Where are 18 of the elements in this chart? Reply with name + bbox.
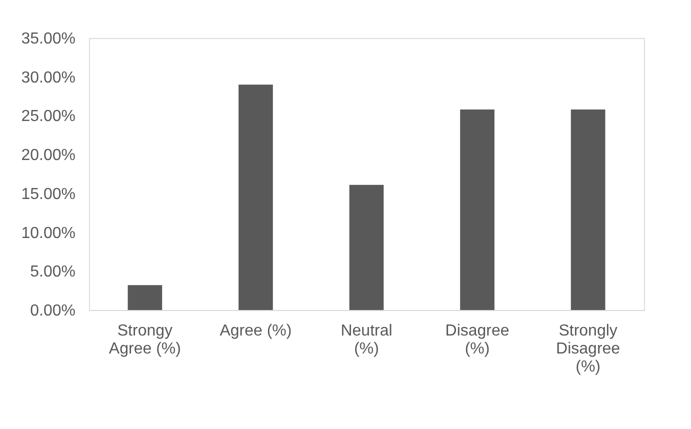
bar bbox=[349, 184, 384, 310]
y-tick-label: 5.00% bbox=[30, 264, 76, 281]
y-tick-label: 20.00% bbox=[21, 147, 76, 164]
y-tick-label: 30.00% bbox=[21, 69, 76, 86]
bar bbox=[460, 109, 494, 310]
x-tick-label: Neutral (%) bbox=[340, 322, 392, 358]
bar bbox=[570, 109, 606, 310]
y-tick-label: 15.00% bbox=[21, 186, 76, 203]
y-tick-label: 35.00% bbox=[21, 30, 76, 48]
x-tick-label: Disagree (%) bbox=[445, 322, 510, 358]
y-tick-label: 0.00% bbox=[30, 302, 76, 320]
bar bbox=[238, 84, 273, 310]
bar bbox=[128, 285, 162, 310]
x-tick-label: Strongly Disagree (%) bbox=[556, 322, 620, 376]
x-tick-label: Agree (%) bbox=[220, 322, 292, 340]
x-tick-label: Strongy Agree (%) bbox=[108, 322, 181, 358]
y-tick-label: 10.00% bbox=[21, 224, 76, 242]
y-tick-label: 25.00% bbox=[21, 108, 76, 126]
